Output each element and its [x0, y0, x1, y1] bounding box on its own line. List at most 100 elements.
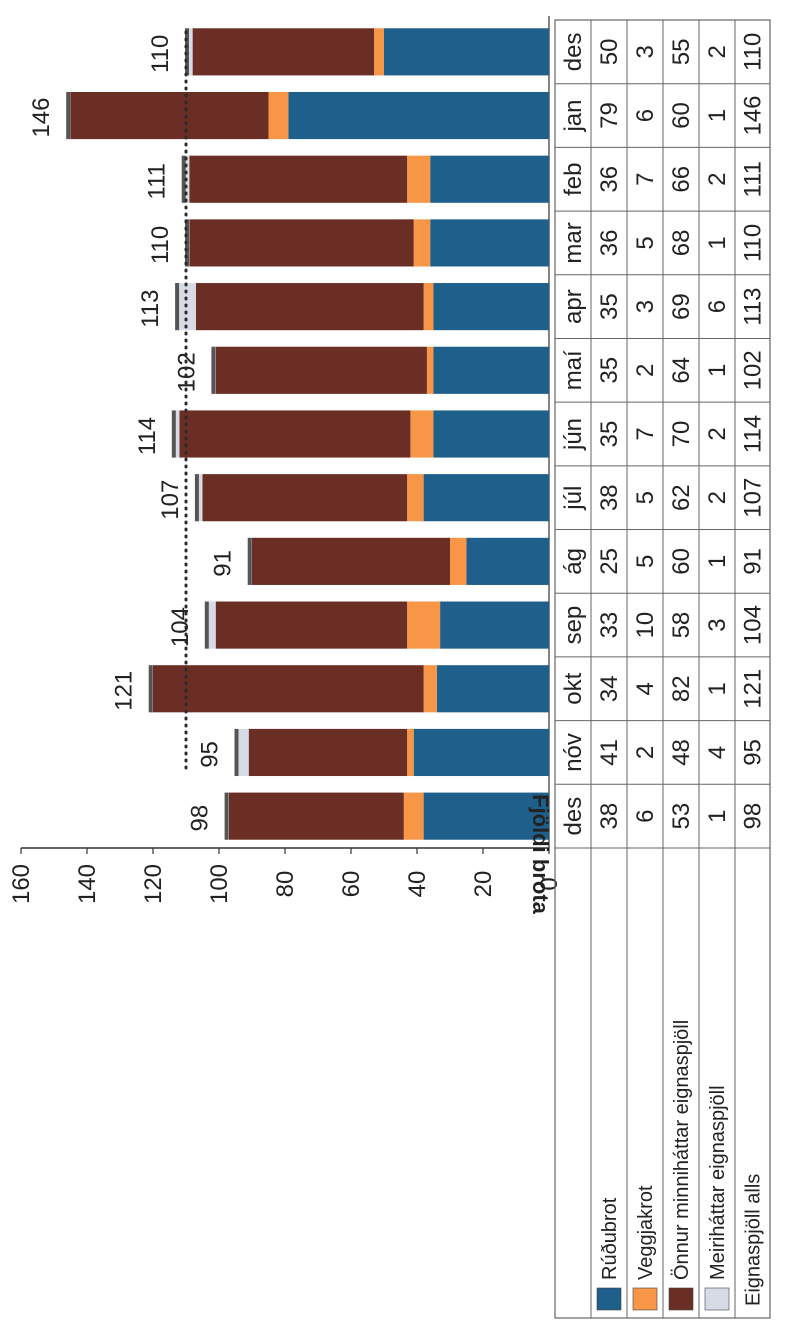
bar-cap [224, 792, 229, 840]
bar-cap [171, 410, 176, 458]
table-category-cell: mar [560, 222, 587, 263]
y-tick-label: 140 [74, 864, 101, 904]
bar-total-label: 107 [157, 480, 184, 520]
table-total-cell: 91 [740, 548, 767, 575]
bar-segment [407, 601, 441, 649]
bar-total-label: 98 [187, 805, 214, 832]
bar-total-label: 113 [137, 289, 164, 327]
table-category-cell: júl [560, 486, 587, 511]
table-value-cell: 60 [668, 548, 695, 575]
table-value-cell: 2 [704, 427, 731, 440]
legend-swatch [668, 1287, 694, 1311]
table-total-cell: 107 [740, 478, 767, 518]
bar-cap [185, 28, 189, 76]
table-category-cell: apr [560, 289, 587, 324]
bar-total-label: 91 [210, 550, 237, 577]
bar-segment [433, 410, 549, 458]
bar-cap [194, 474, 199, 522]
table-value-cell: 38 [596, 484, 623, 511]
table-value-cell: 7 [632, 427, 659, 440]
table-total-cell: 121 [740, 669, 767, 709]
y-tick-label: 20 [470, 871, 497, 898]
table-value-cell: 1 [704, 682, 731, 695]
table-value-cell: 3 [632, 300, 659, 313]
bar-segment [384, 28, 549, 76]
table-category-cell: feb [560, 163, 587, 196]
bar-segment [202, 474, 408, 522]
legend-label: Meiriháttar eignaspjöll [707, 1085, 729, 1280]
table-value-cell: 66 [668, 166, 695, 193]
bar-segment [195, 283, 424, 331]
table-value-cell: 7 [632, 173, 659, 186]
table-value-cell: 50 [596, 38, 623, 65]
bar-segment [423, 792, 549, 840]
table-value-cell: 55 [668, 38, 695, 65]
table-value-cell: 68 [668, 230, 695, 257]
bar-segment [430, 155, 549, 203]
bar-segment [186, 28, 193, 76]
legend-label: Veggjakrot [635, 1185, 657, 1280]
bar-segment [215, 601, 408, 649]
bar-total-label: 110 [147, 35, 174, 73]
table-value-cell: 6 [632, 109, 659, 122]
bar-segment [172, 410, 180, 458]
bar-total-label: 146 [28, 98, 55, 138]
table-value-cell: 82 [668, 675, 695, 702]
bar-segment [252, 537, 450, 585]
table-category-cell: ág [560, 548, 587, 575]
table-value-cell: 60 [668, 102, 695, 129]
y-tick-label: 60 [338, 871, 365, 898]
bar-segment [179, 410, 411, 458]
bar-segment [436, 665, 549, 713]
table-value-cell: 5 [632, 491, 659, 504]
legend-label: Önnur minniháttar eignaspjöll [671, 1020, 693, 1280]
legend-swatch [596, 1287, 622, 1311]
table-value-cell: 6 [704, 300, 731, 313]
table-value-cell: 25 [596, 548, 623, 575]
bar-segment [374, 28, 384, 76]
bar-cap [247, 537, 252, 585]
bar-total-label: 111 [144, 163, 171, 199]
table-value-cell: 35 [596, 357, 623, 384]
table-value-cell: 2 [632, 746, 659, 759]
bar-segment [433, 346, 549, 394]
bar-segment [407, 728, 414, 777]
bar-segment [423, 283, 434, 331]
bar-segment [248, 728, 408, 777]
table-value-cell: 35 [596, 421, 623, 448]
totals-row-label: Eignaspjöll alls [743, 1174, 765, 1306]
table-value-cell: 1 [704, 809, 731, 822]
bar-segment [288, 91, 549, 140]
table-value-cell: 79 [596, 102, 623, 129]
legend-swatch [704, 1287, 730, 1311]
bar-segment [433, 283, 549, 331]
table-value-cell: 35 [596, 293, 623, 320]
bar-segment [440, 601, 549, 649]
plot-bars [66, 28, 549, 840]
bar-segment [450, 537, 467, 585]
bar-cap [181, 155, 186, 203]
bar-cap [234, 728, 239, 777]
table-category-cell: okt [560, 672, 587, 704]
table-value-cell: 3 [704, 618, 731, 631]
table-total-cell: 95 [740, 739, 767, 766]
legend-swatch [632, 1287, 658, 1311]
table-category-cell: jan [560, 100, 587, 133]
table-value-cell: 34 [596, 675, 623, 702]
table-category-cell: maí [560, 350, 587, 390]
table-total-cell: 110 [740, 224, 767, 262]
table-value-cell: 2 [704, 491, 731, 504]
table-total-cell: 113 [740, 287, 767, 325]
bar-segment [407, 474, 424, 522]
table-value-cell: 3 [632, 45, 659, 58]
y-tick-label: 160 [8, 864, 35, 904]
table-value-cell: 1 [704, 109, 731, 122]
bar-total-label: 104 [167, 607, 194, 647]
y-tick-label: 0 [536, 877, 563, 890]
table-value-cell: 4 [632, 682, 659, 695]
table-value-cell: 38 [596, 803, 623, 830]
table-value-cell: 5 [632, 236, 659, 249]
bar-segment [189, 155, 408, 203]
bar-total-label: 102 [173, 352, 200, 392]
